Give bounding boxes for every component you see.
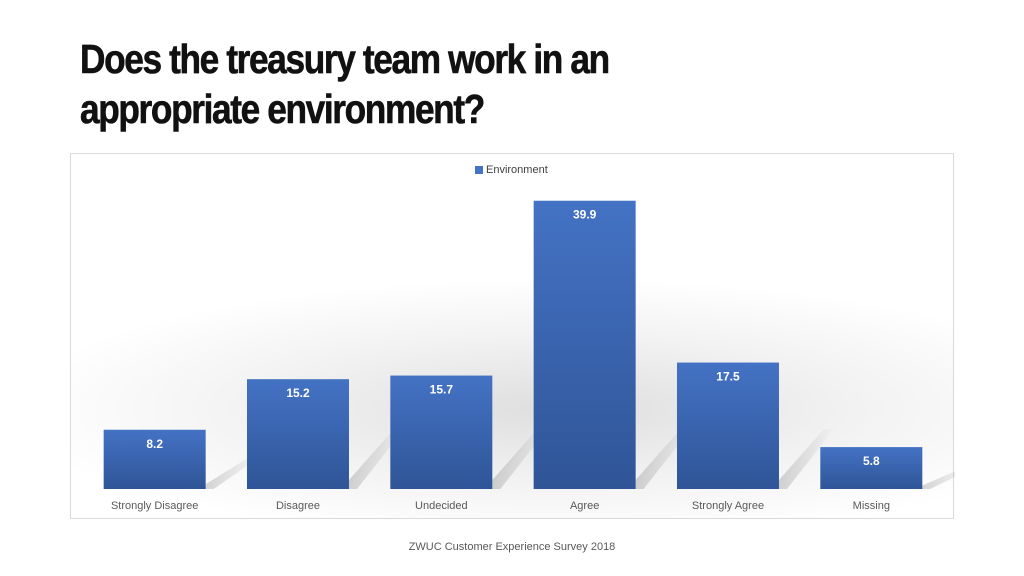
bar-chart: 8.2 Strongly Disagree 15.2 Disagree 15.7 Unde… [103,200,955,512]
x-tick-label: Strongly Disagree [111,500,198,512]
legend-label: Environment [486,164,548,176]
x-tick-label: Undecided [415,500,468,512]
bar-shadow [778,429,834,489]
bar-shadow [205,456,261,489]
bar-strongly-disagree [103,429,206,489]
bar-agree [533,200,636,489]
chart-area: Environment 8.2 Strongly Disagree 15.2 Disa… [70,153,955,519]
x-tick-label: Disagree [276,500,320,512]
legend-swatch [475,166,483,174]
data-label: 5.8 [863,454,880,468]
bar-shadow [348,429,404,489]
bar-strongly-agree [676,362,779,489]
bar-shadow [922,471,955,489]
bar-shadow [635,429,691,489]
chart-legend: Environment [475,164,548,176]
x-tick-label: Strongly Agree [692,500,764,512]
data-label: 39.9 [573,208,597,222]
bar-disagree [246,379,349,489]
data-label: 15.7 [430,383,454,397]
data-label: 15.2 [286,386,310,400]
bar-shadow [492,429,548,489]
x-tick-label: Agree [570,500,599,512]
data-label: 17.5 [716,370,740,384]
bar-missing [820,447,923,489]
slide-footer: ZWUC Customer Experience Survey 2018 [408,541,616,553]
data-label: 8.2 [146,437,163,451]
bar-undecided [390,375,493,489]
slide-title: Does the treasury team work in an approp… [80,36,611,133]
x-tick-label: Missing [853,500,890,512]
